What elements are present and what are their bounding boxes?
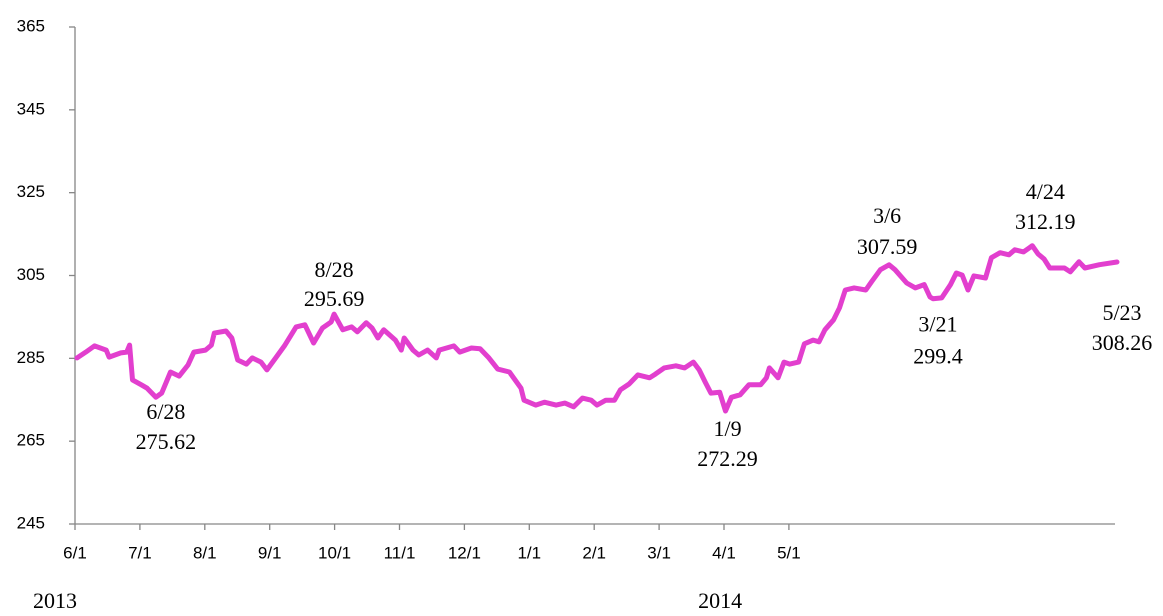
- annotation-value: 312.19: [1015, 209, 1076, 234]
- y-tick-label: 345: [17, 99, 45, 118]
- x-tick-label: 2/1: [582, 543, 606, 562]
- x-tick-label: 1/1: [517, 543, 541, 562]
- y-tick-label: 245: [17, 513, 45, 532]
- annotation-value: 307.59: [857, 234, 918, 259]
- annotation-date: 5/23: [1102, 300, 1141, 325]
- annotation-date: 3/6: [873, 203, 901, 228]
- x-tick-label: 6/1: [63, 543, 87, 562]
- annotation-date: 4/24: [1026, 179, 1065, 204]
- y-tick-label: 365: [17, 16, 45, 35]
- data-line: [74, 243, 1120, 414]
- x-tick-label: 5/1: [777, 543, 801, 562]
- y-tick-label: 285: [17, 348, 45, 367]
- y-tick-label: 305: [17, 265, 45, 284]
- y-tick-label: 325: [17, 182, 45, 201]
- x-tick-label: 3/1: [647, 543, 671, 562]
- year-label: 2014: [698, 588, 742, 613]
- y-tick-label: 265: [17, 431, 45, 450]
- annotation-date: 1/9: [713, 416, 741, 441]
- x-tick-label: 4/1: [712, 543, 736, 562]
- annotation-date: 6/28: [146, 399, 185, 424]
- x-tick-label: 11/1: [384, 543, 416, 562]
- x-tick-label: 12/1: [448, 543, 481, 562]
- x-tick-label: 9/1: [258, 543, 282, 562]
- year-label: 2013: [33, 588, 77, 613]
- annotation-value: 272.29: [697, 446, 758, 471]
- annotation-value: 308.26: [1092, 330, 1153, 355]
- x-tick-label: 8/1: [193, 543, 217, 562]
- x-tick-label: 10/1: [318, 543, 351, 562]
- annotation-date: 3/21: [918, 312, 957, 337]
- annotation-value: 275.62: [136, 429, 197, 454]
- annotation-date: 8/28: [315, 257, 354, 282]
- x-tick-label: 7/1: [128, 543, 152, 562]
- annotation-value: 299.4: [913, 344, 963, 369]
- annotation-value: 295.69: [304, 286, 365, 311]
